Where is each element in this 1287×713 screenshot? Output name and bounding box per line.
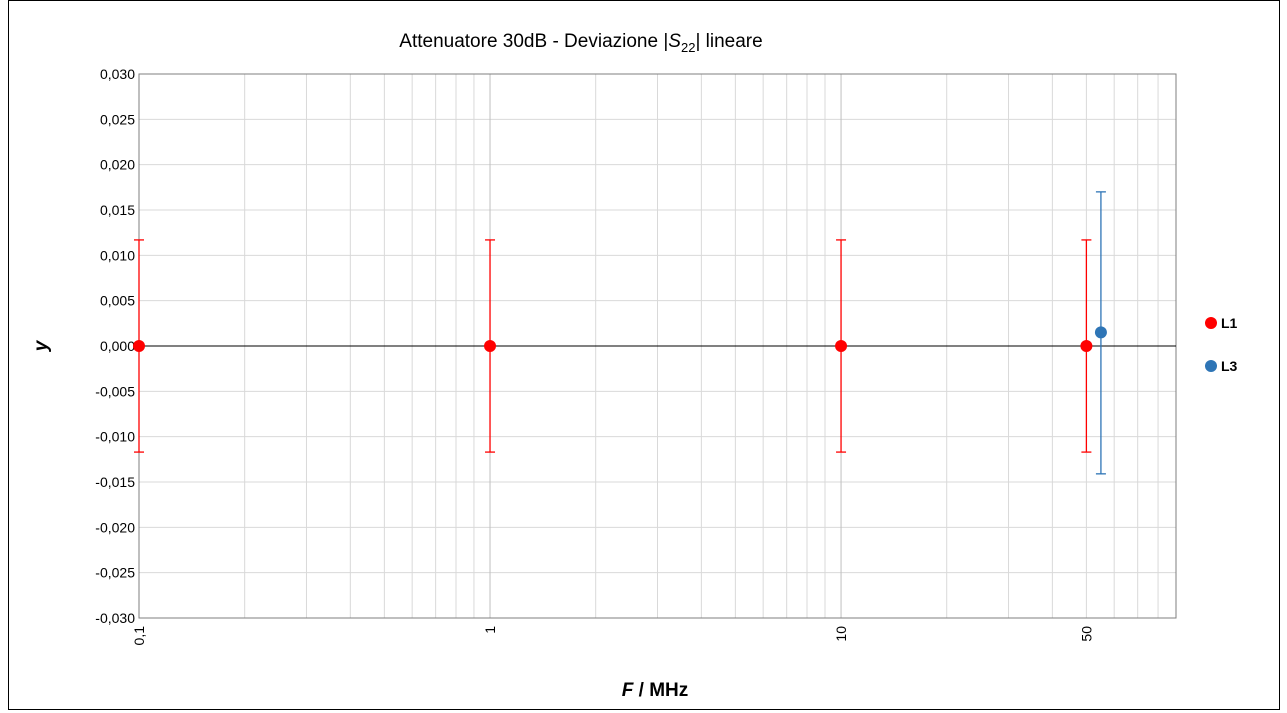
chart-title-symbol: S <box>668 31 681 52</box>
series-layer <box>133 191 1107 475</box>
x-axis-title-rest: / MHz <box>633 680 688 701</box>
y-tick-label: -0,025 <box>95 565 135 581</box>
x-tick-label: 50 <box>1078 626 1094 642</box>
series-l1 <box>133 239 1093 453</box>
y-axis-title: y <box>31 339 52 352</box>
y-tick-label: -0,005 <box>95 383 135 399</box>
data-point <box>1094 326 1107 339</box>
y-tick-label: -0,030 <box>95 610 135 626</box>
x-axis-title-italic: F <box>622 680 635 701</box>
legend-marker-l3 <box>1205 360 1217 372</box>
y-tick-label: 0,010 <box>100 247 135 263</box>
chart-title-subscript: 22 <box>681 40 695 55</box>
chart-svg: 0,030 0,025 0,020 0,015 0,010 0,005 0,000 -0,00… <box>31 31 1238 701</box>
y-tick-label: 0,030 <box>100 66 135 82</box>
y-tick-label: 0,020 <box>100 157 135 173</box>
data-point <box>133 340 145 352</box>
y-tick-label: 0,005 <box>100 293 135 309</box>
chart-title-suffix: | lineare <box>695 31 762 52</box>
y-tick-label: 0,015 <box>100 202 135 218</box>
y-tick-label: -0,010 <box>95 429 135 445</box>
x-tick-label: 0,1 <box>131 626 147 646</box>
x-tick-label: 1 <box>482 626 498 634</box>
chart-title-prefix: Attenuatore 30dB - Deviazione | <box>399 31 668 52</box>
x-tick-label: 10 <box>833 626 849 642</box>
y-tick-label: -0,015 <box>95 474 135 490</box>
data-point <box>1080 340 1093 352</box>
legend-label-l1: L1 <box>1221 315 1238 331</box>
chart-frame: 0,030 0,025 0,020 0,015 0,010 0,005 0,000 -0,00… <box>8 0 1280 710</box>
data-point <box>484 340 497 352</box>
legend: L1 L3 <box>1205 315 1238 374</box>
axis-layer: 0,030 0,025 0,020 0,015 0,010 0,005 0,000 -0,00… <box>95 66 1177 646</box>
y-tick-label: -0,020 <box>95 519 135 535</box>
y-tick-label: 0,000 <box>100 338 135 354</box>
legend-label-l3: L3 <box>1221 358 1238 374</box>
y-tick-label: 0,025 <box>100 111 135 127</box>
chart-title: Attenuatore 30dB - Deviazione |S22| line… <box>399 31 762 55</box>
series-l3 <box>1094 191 1107 475</box>
x-axis-title: F / MHz <box>622 680 689 701</box>
data-point <box>835 340 848 352</box>
legend-marker-l1 <box>1205 317 1217 329</box>
